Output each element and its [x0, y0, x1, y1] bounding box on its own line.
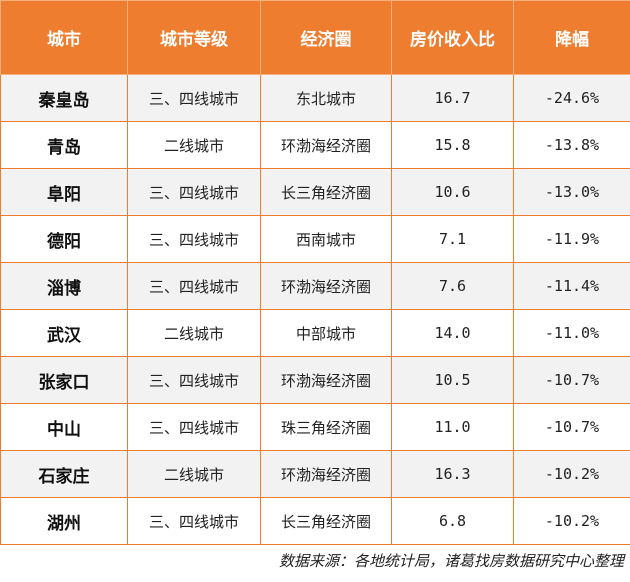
cell-city-tier: 三、四线城市	[127, 497, 261, 545]
cell-economic-zone: 东北城市	[260, 74, 392, 122]
cell-decline: -11.4%	[513, 262, 630, 310]
cell-city: 淄博	[0, 262, 128, 310]
cell-economic-zone: 珠三角经济圈	[260, 403, 392, 451]
cell-decline: -13.0%	[513, 168, 630, 216]
cell-price-income-ratio: 16.7	[391, 74, 514, 122]
cell-city-tier: 三、四线城市	[127, 215, 261, 263]
cell-city: 中山	[0, 403, 128, 451]
header-city-tier: 城市等级	[127, 0, 261, 75]
header-decline: 降幅	[513, 0, 630, 75]
cell-price-income-ratio: 7.6	[391, 262, 514, 310]
cell-decline: -10.7%	[513, 403, 630, 451]
table-row: 张家口 三、四线城市 环渤海经济圈 10.5 -10.7%	[0, 356, 630, 404]
cell-decline: -10.2%	[513, 497, 630, 545]
header-city: 城市	[0, 0, 128, 75]
cell-city: 阜阳	[0, 168, 128, 216]
table-row: 阜阳 三、四线城市 长三角经济圈 10.6 -13.0%	[0, 168, 630, 216]
cell-economic-zone: 中部城市	[260, 309, 392, 357]
table-row: 石家庄 二线城市 环渤海经济圈 16.3 -10.2%	[0, 450, 630, 498]
table-body: 秦皇岛 三、四线城市 东北城市 16.7 -24.6% 青岛 二线城市 环渤海经济圈 15.8-…	[0, 74, 630, 545]
table-row: 青岛 二线城市 环渤海经济圈 15.8 -13.8%	[0, 121, 630, 169]
table-row: 秦皇岛 三、四线城市 东北城市 16.7 -24.6%	[0, 74, 630, 122]
cell-city-tier: 三、四线城市	[127, 168, 261, 216]
table-row: 湖州 三、四线城市 长三角经济圈 6.8 -10.2%	[0, 497, 630, 545]
cell-decline: -24.6%	[513, 74, 630, 122]
cell-city: 武汉	[0, 309, 128, 357]
header-price-income-ratio: 房价收入比	[391, 0, 514, 75]
cell-economic-zone: 西南城市	[260, 215, 392, 263]
cell-economic-zone: 长三角经济圈	[260, 168, 392, 216]
cell-city-tier: 三、四线城市	[127, 262, 261, 310]
cell-economic-zone: 环渤海经济圈	[260, 262, 392, 310]
table-row: 武汉 二线城市 中部城市 14.0 -11.0%	[0, 309, 630, 357]
cell-city-tier: 二线城市	[127, 309, 261, 357]
cell-price-income-ratio: 16.3	[391, 450, 514, 498]
cell-city-tier: 二线城市	[127, 121, 261, 169]
cell-city-tier: 三、四线城市	[127, 74, 261, 122]
cell-city: 德阳	[0, 215, 128, 263]
cell-price-income-ratio: 11.0	[391, 403, 514, 451]
cell-price-income-ratio: 15.8	[391, 121, 514, 169]
cell-city-tier: 三、四线城市	[127, 403, 261, 451]
cell-city: 秦皇岛	[0, 74, 128, 122]
cell-decline: -11.9%	[513, 215, 630, 263]
cell-price-income-ratio: 7.1	[391, 215, 514, 263]
cell-decline: -10.7%	[513, 356, 630, 404]
cell-economic-zone: 环渤海经济圈	[260, 356, 392, 404]
cell-price-income-ratio: 10.6	[391, 168, 514, 216]
cell-decline: -10.2%	[513, 450, 630, 498]
cell-city: 湖州	[0, 497, 128, 545]
cell-city-tier: 三、四线城市	[127, 356, 261, 404]
cell-decline: -13.8%	[513, 121, 630, 169]
city-ratio-table: 城市 城市等级 经济圈 房价收入比 降幅 秦皇岛 三、四线城市 东北城市 16.7 -2…	[0, 0, 630, 545]
cell-price-income-ratio: 14.0	[391, 309, 514, 357]
cell-economic-zone: 长三角经济圈	[260, 497, 392, 545]
table-header-row: 城市 城市等级 经济圈 房价收入比 降幅	[0, 0, 630, 75]
source-note: 数据来源：各地统计局，诸葛找房数据研究中心整理	[278, 552, 624, 570]
cell-city: 张家口	[0, 356, 128, 404]
cell-price-income-ratio: 6.8	[391, 497, 514, 545]
cell-city: 石家庄	[0, 450, 128, 498]
cell-decline: -11.0%	[513, 309, 630, 357]
cell-economic-zone: 环渤海经济圈	[260, 121, 392, 169]
cell-price-income-ratio: 10.5	[391, 356, 514, 404]
cell-city: 青岛	[0, 121, 128, 169]
table-row: 中山 三、四线城市 珠三角经济圈 11.0 -10.7%	[0, 403, 630, 451]
table-row: 淄博 三、四线城市 环渤海经济圈 7.6 -11.4%	[0, 262, 630, 310]
header-economic-zone: 经济圈	[260, 0, 392, 75]
cell-city-tier: 二线城市	[127, 450, 261, 498]
cell-economic-zone: 环渤海经济圈	[260, 450, 392, 498]
table-row: 德阳 三、四线城市 西南城市 7.1 -11.9%	[0, 215, 630, 263]
